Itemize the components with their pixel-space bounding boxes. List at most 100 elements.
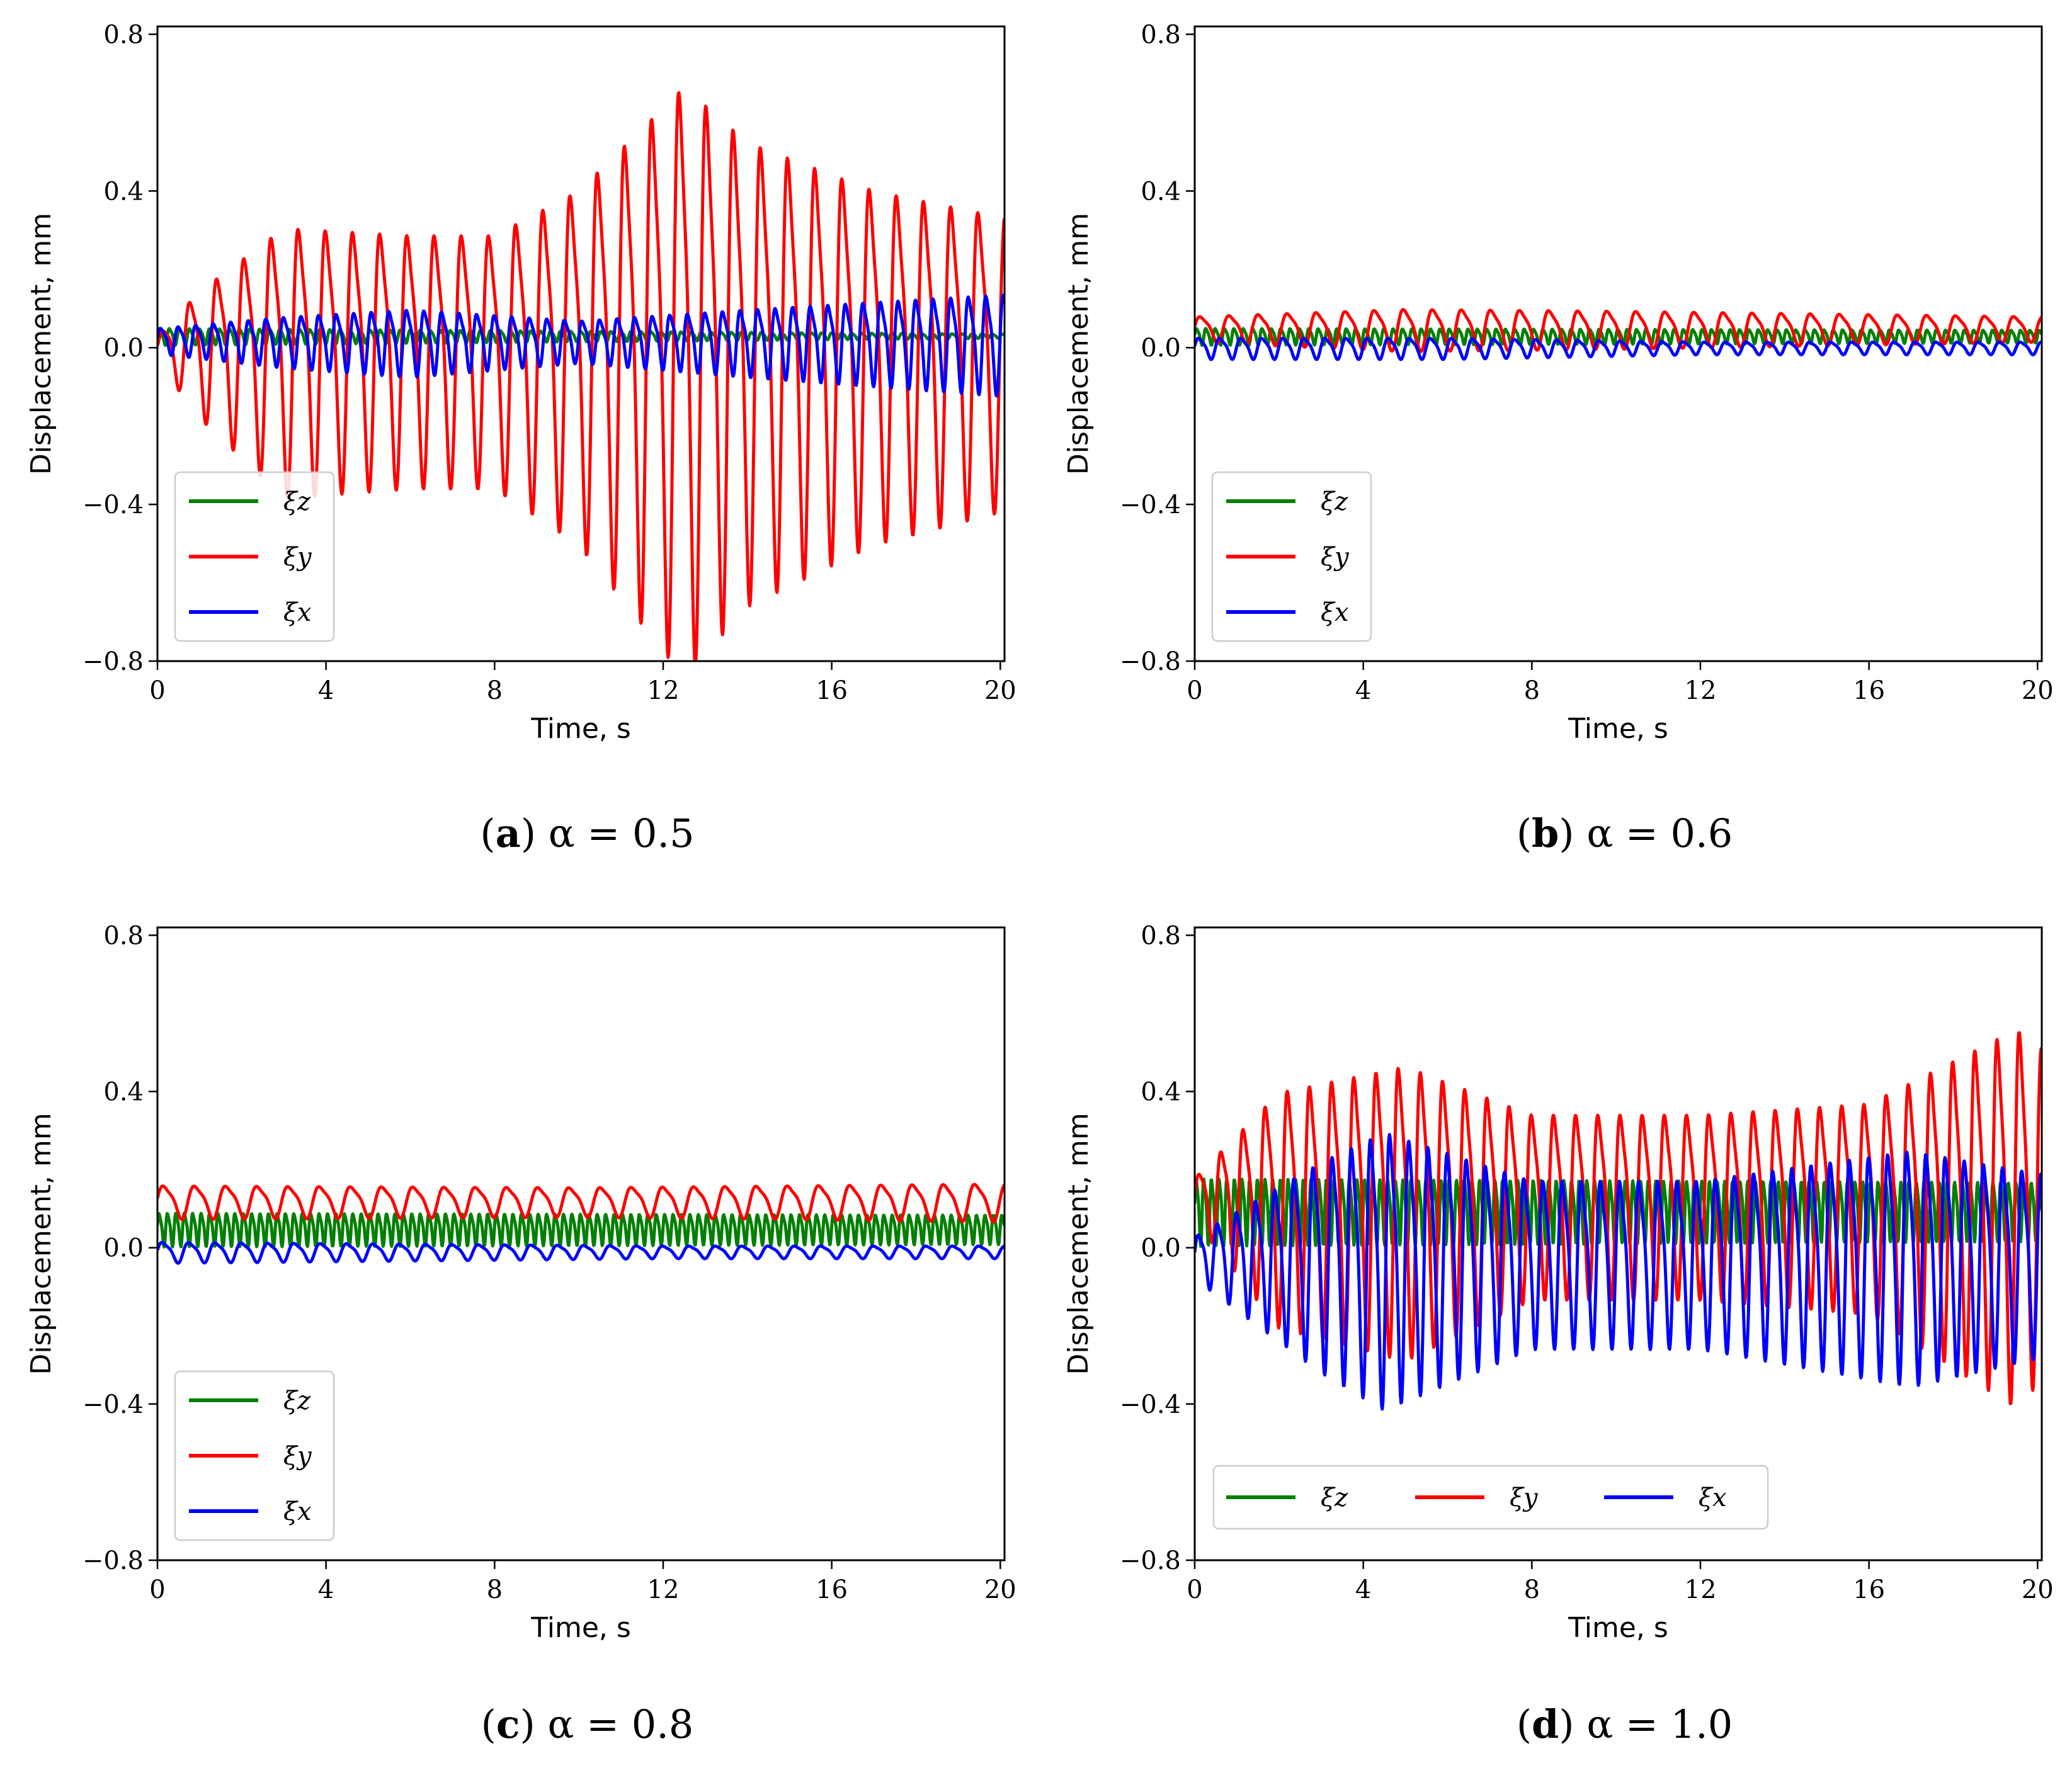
caption-letter: c: [496, 1701, 520, 1747]
x-tick-label: 0: [1187, 676, 1202, 705]
panel-caption: (b) α = 0.6: [1517, 810, 1733, 856]
series-line-ξy: [157, 1182, 1005, 1224]
y-axis-label: Displacement, mm: [25, 1113, 57, 1374]
series-group: [1195, 308, 2042, 361]
x-tick-label: 0: [1187, 1575, 1202, 1604]
y-tick-label: 0.8: [1141, 921, 1181, 950]
panel-caption: (c) α = 0.8: [481, 1701, 694, 1747]
legend-label: ξx: [283, 598, 312, 627]
x-tick-label: 12: [647, 676, 680, 705]
x-tick-label: 4: [318, 1575, 334, 1604]
plot-frame: [156, 926, 1006, 1561]
legend-label: ξz: [283, 487, 311, 516]
y-tick-label: 0.0: [103, 334, 144, 363]
x-tick-label: 0: [149, 1575, 165, 1604]
legend: ξz ξy ξx: [1212, 1465, 1769, 1530]
y-tick-label: −0.8: [1120, 1546, 1181, 1575]
legend-label: ξy: [1321, 543, 1350, 572]
y-tick-label: 0.4: [103, 1078, 144, 1107]
legend-label: ξz: [283, 1386, 311, 1415]
legend-label: ξz: [1321, 487, 1348, 516]
y-tick-label: 0.8: [103, 921, 144, 950]
series-line-ξx: [157, 293, 1005, 398]
series-line-ξz: [157, 1211, 1005, 1249]
x-tick-label: 8: [487, 1575, 503, 1604]
caption-letter: a: [496, 810, 521, 856]
x-tick-label: 12: [1685, 1575, 1717, 1604]
x-tick-label: 0: [149, 676, 165, 705]
x-tick-label: 8: [1524, 1575, 1540, 1604]
legend-label: ξx: [1321, 598, 1349, 627]
y-tick-label: 0.0: [1141, 1234, 1181, 1263]
y-axis-label: Displacement, mm: [1062, 1113, 1095, 1374]
series-group: [1195, 1031, 2042, 1411]
caption-letter: d: [1532, 1701, 1559, 1747]
legend-label: ξy: [1510, 1483, 1539, 1512]
x-tick-label: 16: [816, 1575, 848, 1604]
x-axis-label: Time, s: [1568, 713, 1668, 745]
series-group: [157, 91, 1005, 661]
caption-text: α = 0.6: [1586, 810, 1733, 856]
x-tick-label: 4: [1355, 1575, 1371, 1604]
x-tick-label: 16: [1853, 676, 1885, 705]
y-tick-label: 0.8: [1141, 20, 1181, 49]
y-tick-label: 0.4: [1141, 1078, 1181, 1107]
x-tick-label: 12: [647, 1575, 680, 1604]
legend-label: ξx: [1699, 1483, 1727, 1512]
y-tick-label: 0.4: [103, 177, 144, 206]
x-tick-label: 4: [318, 676, 334, 705]
x-tick-label: 4: [1355, 676, 1371, 705]
series-line-ξy: [157, 91, 1005, 661]
legend: ξz ξy ξx: [1211, 471, 1372, 642]
series-line-ξy: [1195, 308, 2042, 353]
x-tick-label: 16: [816, 676, 848, 705]
series-line-ξx: [1195, 336, 2042, 361]
plot-frame: [1193, 25, 2043, 662]
plot-frame: [156, 25, 1006, 662]
series-line-ξx: [1195, 1133, 2042, 1411]
y-tick-label: −0.8: [83, 1546, 144, 1575]
panel-b: 0 4 8 12 16 20 −0.8 −0.4 0.0 0.4 0.8 Time, s Displac…: [1062, 20, 2054, 856]
y-tick-label: −0.8: [1120, 647, 1181, 676]
caption-text: α = 1.0: [1586, 1701, 1733, 1747]
y-tick-label: 0.8: [103, 20, 144, 49]
y-tick-label: −0.8: [83, 647, 144, 676]
legend-label: ξx: [283, 1497, 312, 1526]
legend-label: ξy: [283, 1442, 312, 1471]
y-tick-label: −0.4: [83, 490, 144, 519]
panel-c: 0 4 8 12 16 20 −0.8 −0.4 0.0 0.4 0.8 Time, s Displac…: [25, 921, 1016, 1747]
legend-label: ξy: [283, 543, 312, 572]
series-line-ξx: [157, 1240, 1005, 1265]
y-tick-label: −0.4: [83, 1390, 144, 1419]
y-axis-label: Displacement, mm: [25, 213, 57, 475]
y-tick-label: 0.4: [1141, 177, 1181, 206]
y-axis-label: Displacement, mm: [1062, 213, 1095, 475]
y-tick-label: 0.0: [1141, 334, 1181, 363]
x-tick-label: 20: [984, 676, 1016, 705]
x-tick-label: 20: [984, 1575, 1016, 1604]
legend: ξz ξy ξx: [174, 1370, 335, 1541]
legend: ξz ξy ξx: [174, 471, 335, 642]
series-group: [157, 1182, 1005, 1265]
x-tick-label: 8: [1524, 676, 1540, 705]
x-axis-label: Time, s: [530, 713, 631, 745]
y-tick-label: −0.4: [1120, 490, 1181, 519]
plot-frame: [1193, 926, 2043, 1561]
x-tick-label: 8: [487, 676, 503, 705]
x-axis-label: Time, s: [1568, 1612, 1668, 1644]
panel-caption: (d) α = 1.0: [1517, 1701, 1733, 1747]
x-tick-label: 16: [1853, 1575, 1885, 1604]
caption-text: α = 0.8: [548, 1701, 694, 1747]
x-tick-label: 20: [2022, 1575, 2054, 1604]
legend-frame: [1212, 1465, 1769, 1530]
y-tick-label: −0.4: [1120, 1390, 1181, 1419]
x-tick-label: 12: [1685, 676, 1717, 705]
panel-d: 0 4 8 12 16 20 −0.8 −0.4 0.0 0.4 0.8 Time, s Displac…: [1062, 921, 2054, 1747]
panel-caption: (a) α = 0.5: [480, 810, 694, 856]
x-tick-label: 20: [2022, 676, 2054, 705]
legend-label: ξz: [1321, 1483, 1348, 1512]
panel-a: 0 4 8 12 16 20 −0.8 −0.4 0.0 0.4 0.8 Time, s Displac…: [25, 20, 1016, 856]
caption-text: α = 0.5: [549, 810, 695, 856]
y-tick-label: 0.0: [103, 1234, 144, 1263]
